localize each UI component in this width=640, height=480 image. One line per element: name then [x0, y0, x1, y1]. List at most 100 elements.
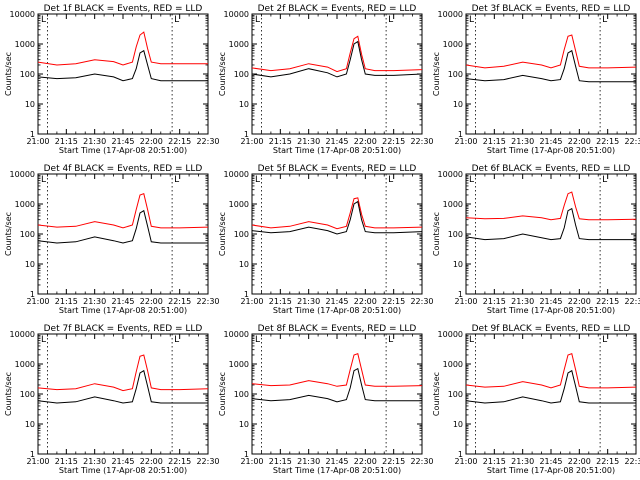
y-tick-label: 10	[453, 100, 463, 109]
x-axis-label: Start Time (17-Apr-08 20:51:00)	[273, 146, 401, 155]
x-tick-label: 22:30	[410, 137, 433, 146]
x-tick-label: 22:00	[354, 297, 377, 306]
x-tick-label: 21:15	[483, 137, 506, 146]
x-tick-label: 21:45	[325, 457, 348, 466]
y-tick-label: 10	[25, 100, 35, 109]
y-axis-label: Counts/sec	[432, 52, 441, 96]
y-tick-label: 1	[458, 450, 463, 459]
lld-series-line	[38, 31, 208, 66]
x-tick-label: 22:30	[624, 457, 640, 466]
x-tick-label: 22:15	[382, 457, 405, 466]
y-tick-label: 100	[234, 230, 249, 239]
marker-label: L	[174, 175, 179, 185]
x-axis-label: Start Time (17-Apr-08 20:51:00)	[59, 306, 187, 315]
x-tick-label: 22:00	[568, 137, 591, 146]
lld-series-line	[466, 353, 636, 389]
lld-series-line	[466, 34, 636, 69]
x-tick-label: 21:15	[55, 457, 78, 466]
plot-frame	[37, 13, 209, 135]
marker-label: L	[602, 175, 607, 185]
x-tick-label: 22:15	[168, 137, 191, 146]
x-tick-label: 22:00	[354, 457, 377, 466]
marker-label: L	[388, 335, 393, 345]
events-series-line	[466, 49, 636, 83]
y-tick-label: 10	[25, 260, 35, 269]
x-tick-label: 22:15	[382, 137, 405, 146]
x-tick-label: 21:45	[111, 137, 134, 146]
plot-frame	[37, 333, 209, 455]
panel-title: Det 5f BLACK = Events, RED = LLD	[258, 164, 417, 174]
x-tick-label: 21:15	[269, 297, 292, 306]
marker-label: L	[602, 15, 607, 25]
events-series-line	[252, 367, 422, 403]
x-tick-label: 21:45	[111, 297, 134, 306]
x-tick-label: 21:15	[483, 297, 506, 306]
panel-title: Det 3f BLACK = Events, RED = LLD	[472, 4, 631, 14]
y-tick-label: 10	[239, 100, 249, 109]
x-tick-label: 22:30	[410, 457, 433, 466]
panel-title: Det 4f BLACK = Events, RED = LLD	[44, 164, 203, 174]
x-tick-label: 21:30	[297, 297, 320, 306]
y-tick-label: 1	[30, 450, 35, 459]
x-tick-label: 22:30	[624, 297, 640, 306]
y-tick-label: 10000	[10, 10, 35, 19]
marker-label: L	[255, 15, 260, 25]
y-tick-label: 10000	[224, 170, 249, 179]
x-tick-label: 22:30	[196, 457, 219, 466]
x-tick-label: 21:30	[511, 137, 534, 146]
x-tick-label: 21:00	[240, 137, 263, 146]
events-series-line	[38, 369, 208, 404]
x-axis-label: Start Time (17-Apr-08 20:51:00)	[273, 466, 401, 475]
x-tick-label: 22:00	[140, 137, 163, 146]
marker-label: L	[602, 335, 607, 345]
x-tick-label: 21:00	[240, 297, 263, 306]
x-tick-label: 22:15	[168, 457, 191, 466]
x-axis-label: Start Time (17-Apr-08 20:51:00)	[487, 466, 615, 475]
lld-series-line	[252, 353, 422, 387]
x-tick-label: 21:00	[26, 457, 49, 466]
lld-series-line	[466, 191, 636, 221]
marker-label: L	[41, 175, 46, 185]
y-tick-label: 1	[458, 290, 463, 299]
y-tick-label: 10000	[438, 330, 463, 339]
y-tick-label: 1000	[229, 360, 249, 369]
y-tick-label: 10	[239, 420, 249, 429]
y-tick-label: 10	[453, 260, 463, 269]
y-tick-label: 1	[30, 130, 35, 139]
y-tick-label: 1	[30, 290, 35, 299]
plot-frame	[465, 173, 637, 295]
y-axis-label: Counts/sec	[432, 372, 441, 416]
x-tick-label: 21:30	[297, 457, 320, 466]
x-tick-label: 21:00	[26, 297, 49, 306]
x-tick-label: 22:15	[596, 457, 619, 466]
y-tick-label: 1000	[443, 360, 463, 369]
panel-title: Det 8f BLACK = Events, RED = LLD	[258, 324, 417, 334]
y-axis-label: Counts/sec	[432, 212, 441, 256]
x-tick-label: 21:30	[511, 457, 534, 466]
y-tick-label: 10000	[438, 10, 463, 19]
marker-label: L	[469, 335, 474, 345]
marker-label: L	[388, 15, 393, 25]
y-tick-label: 1	[244, 130, 249, 139]
x-tick-label: 21:45	[539, 137, 562, 146]
x-axis-label: Start Time (17-Apr-08 20:51:00)	[273, 306, 401, 315]
x-tick-label: 21:30	[83, 137, 106, 146]
y-tick-label: 1000	[229, 200, 249, 209]
x-tick-label: 21:45	[539, 457, 562, 466]
y-tick-label: 100	[20, 230, 35, 239]
x-tick-label: 22:15	[596, 137, 619, 146]
x-tick-label: 21:45	[539, 297, 562, 306]
y-axis-label: Counts/sec	[218, 372, 227, 416]
y-tick-label: 10	[453, 420, 463, 429]
x-tick-label: 22:00	[140, 297, 163, 306]
y-axis-label: Counts/sec	[218, 212, 227, 256]
panel-title: Det 6f BLACK = Events, RED = LLD	[472, 164, 631, 174]
x-axis-label: Start Time (17-Apr-08 20:51:00)	[487, 306, 615, 315]
y-tick-label: 1000	[15, 360, 35, 369]
lld-series-line	[252, 197, 422, 230]
y-tick-label: 10000	[438, 170, 463, 179]
y-tick-label: 10000	[224, 10, 249, 19]
